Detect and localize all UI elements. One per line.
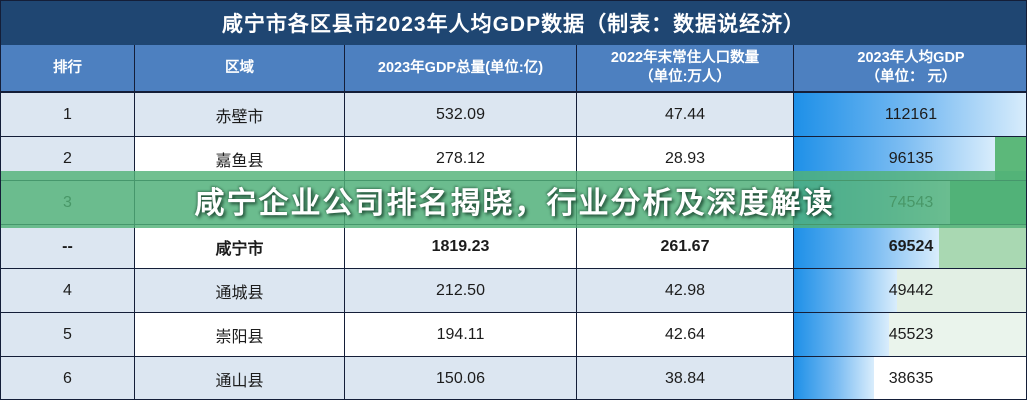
gdp-cell: 532.09: [345, 93, 577, 136]
table-row: 6 通山县 150.06 38.84 38635: [1, 357, 1026, 399]
table-row: 4 通城县 212.50 42.98 49442: [1, 269, 1026, 313]
region-cell: 崇阳县: [135, 313, 345, 356]
table-row: -- 咸宁市 1819.23 261.67 69524: [1, 225, 1026, 269]
per-capita-value: 69524: [888, 237, 934, 255]
table-row: 5 崇阳县 194.11 42.64 45523: [1, 313, 1026, 357]
per-capita-cell: 69524: [794, 225, 1026, 268]
page-title: 咸宁市各区县市2023年人均GDP数据（制表：数据说经济）: [221, 13, 806, 36]
per-capita-value: 96135: [888, 149, 934, 167]
gdp-cell: 194.11: [345, 313, 577, 356]
rank-cell: 6: [1, 357, 135, 399]
per-capita-value: 112161: [884, 105, 938, 123]
per-capita-bar: [794, 357, 875, 399]
header-rank: 排行: [1, 45, 135, 91]
header-region: 区域: [135, 45, 345, 91]
table-header: 排行 区域 2023年GDP总量(单位:亿) 2022年末常住人口数量 （单位:…: [1, 45, 1026, 93]
rank-cell: 5: [1, 313, 135, 356]
region-cell: 赤壁市: [135, 93, 345, 136]
population-cell: 42.98: [577, 269, 794, 312]
gdp-cell: 150.06: [345, 357, 577, 399]
header-per-capita-gdp: 2023年人均GDP （单位： 元）: [857, 50, 965, 85]
per-capita-cell: 49442: [794, 269, 1026, 312]
per-capita-value: 49442: [888, 281, 934, 299]
per-capita-cell: 45523: [794, 313, 1026, 356]
population-cell: 261.67: [577, 225, 794, 268]
per-capita-cell: 38635: [794, 357, 1026, 399]
per-capita-bar: [794, 225, 940, 268]
per-capita-cell: 112161: [794, 93, 1026, 136]
title-bar: 咸宁市各区县市2023年人均GDP数据（制表：数据说经济）: [1, 1, 1026, 45]
region-cell: 通山县: [135, 357, 345, 399]
overlay-banner: 咸宁企业公司排名揭晓，行业分析及深度解读: [1, 171, 1026, 228]
table-body: 1 赤壁市 532.09 47.44 112161 2 嘉鱼县 278.12 2…: [1, 93, 1026, 399]
per-capita-bar: [794, 313, 889, 356]
per-capita-value: 38635: [888, 370, 934, 387]
rank-cell: --: [1, 225, 135, 268]
per-capita-value: 45523: [888, 325, 934, 343]
region-cell: 通城县: [135, 269, 345, 312]
per-capita-bar: [794, 269, 898, 312]
per-capita-bar: [794, 93, 1026, 136]
rank-cell: 1: [1, 93, 135, 136]
header-gdp-total: 2023年GDP总量(单位:亿): [345, 45, 577, 91]
population-cell: 42.64: [577, 313, 794, 356]
population-cell: 38.84: [577, 357, 794, 399]
overlay-banner-text: 咸宁企业公司排名揭晓，行业分析及深度解读: [194, 186, 835, 220]
rank-cell: 4: [1, 269, 135, 312]
table-row: 1 赤壁市 532.09 47.44 112161: [1, 93, 1026, 137]
population-cell: 47.44: [577, 93, 794, 136]
gdp-cell: 1819.23: [345, 225, 577, 268]
region-cell: 咸宁市: [135, 225, 345, 268]
header-population: 2022年末常住人口数量 （单位:万人）: [577, 45, 794, 91]
gdp-cell: 212.50: [345, 269, 577, 312]
